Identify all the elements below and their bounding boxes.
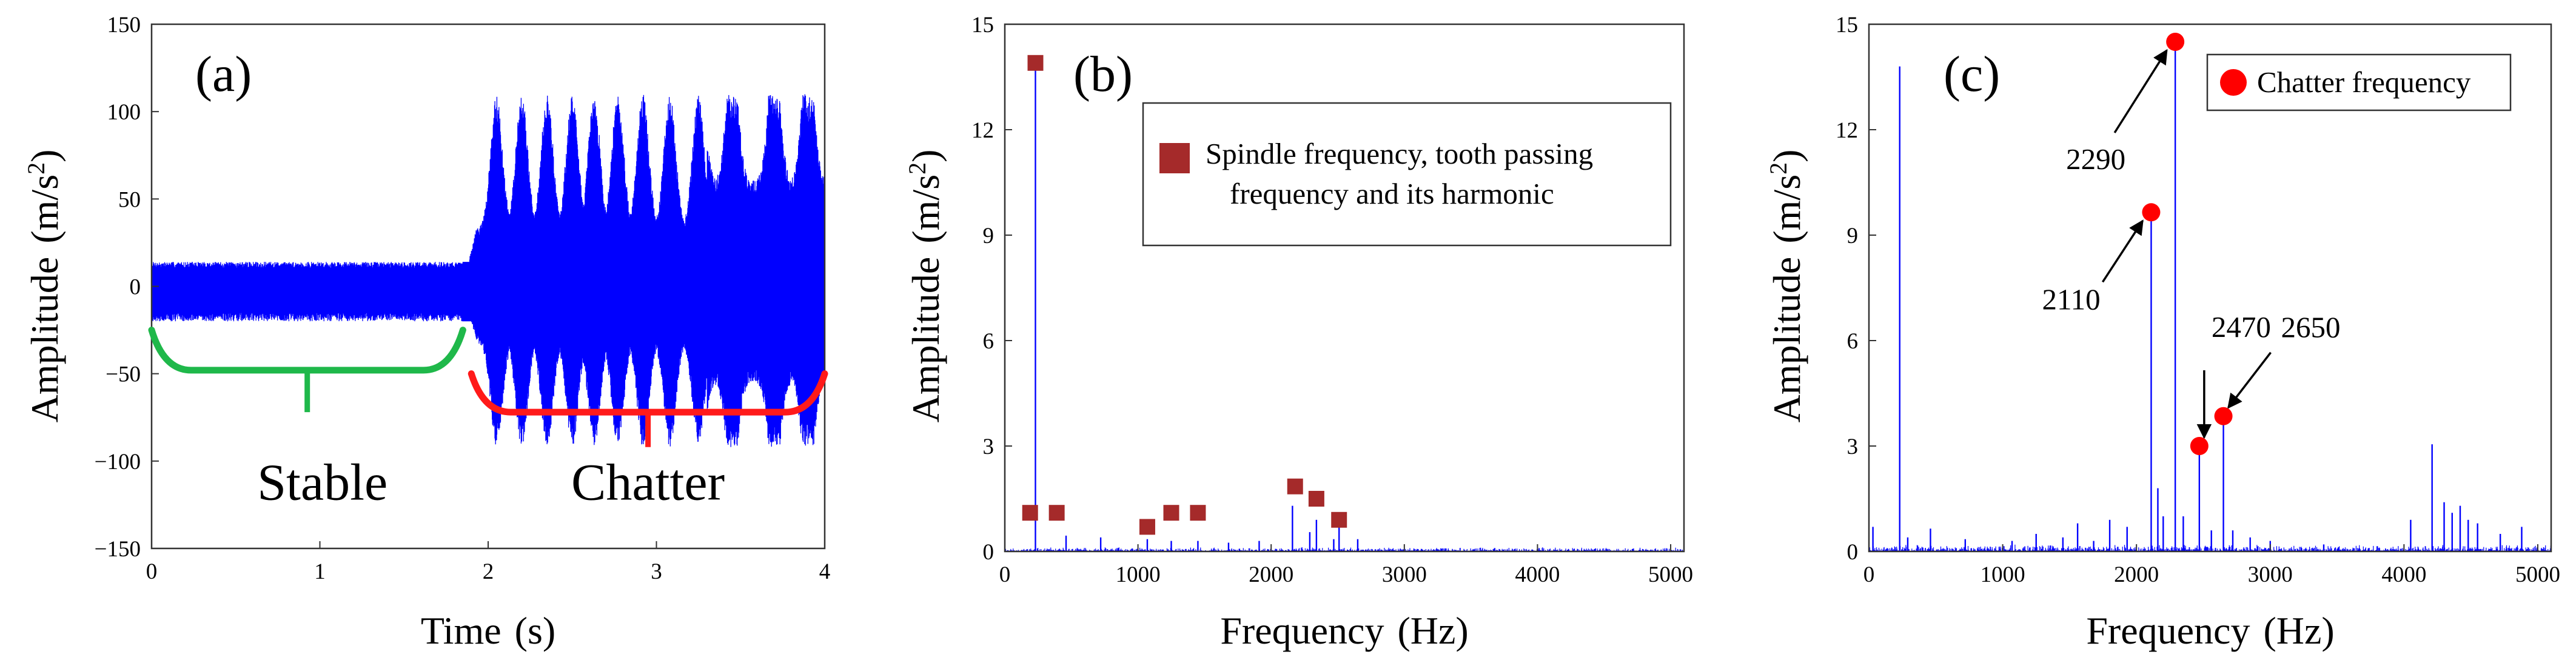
- chart-b: 0 1000 2000 3000 4000 5000 15 12 9 6 3 0 (b) Spindl…: [904, 13, 1693, 652]
- chart-a-ytick-label: −100: [95, 450, 141, 475]
- chart-a-ytick-label: −50: [106, 362, 141, 387]
- chart-c-legend-marker: [2220, 69, 2247, 96]
- chart-b-frame: [1004, 23, 1685, 553]
- chart-a-xlabel: Time (s): [421, 609, 555, 652]
- chart-a-ylabel: Amplitude(m/s2): [22, 150, 66, 423]
- chart-b-legend: Spindle frequency, tooth passing frequen…: [1142, 102, 1672, 247]
- chart-a-ytick-label: −150: [95, 537, 141, 562]
- chart-b-marker: [1027, 55, 1044, 71]
- chart-a-xtick-label: 2: [483, 559, 494, 584]
- chart-a-stable-label: Stable: [257, 453, 387, 511]
- chart-a-xtick-label: 3: [651, 559, 662, 584]
- chart-b-ytick-label: 9: [983, 224, 995, 248]
- chart-b-marker: [1190, 505, 1206, 521]
- chart-b-xtick-label: 5000: [1648, 562, 1693, 587]
- chart-c-xtick-label: 0: [1863, 562, 1875, 587]
- chart-b-legend-box: [1142, 102, 1672, 247]
- chart-c-ytick-label: 9: [1847, 224, 1859, 248]
- chart-a-ticks: 0 1 2 3 4 150 100 50 0 −50 −100 −150: [95, 13, 831, 584]
- chart-c-legend-label: Chatter frequency: [2257, 65, 2471, 99]
- chart-a-panel-label: (a): [195, 46, 252, 102]
- chart-b-xtick-label: 2000: [1249, 562, 1293, 587]
- chart-c-panel-label: (c): [1944, 46, 2000, 102]
- chart-b-ylabel: Amplitude(m/s2): [904, 150, 947, 423]
- chart-a-ytick-label: 150: [107, 13, 141, 38]
- chart-a-xtick-label: 4: [819, 559, 831, 584]
- chart-b-legend-line1: Spindle frequency, tooth passing: [1206, 137, 1593, 170]
- chart-c-ticks: 0 1000 2000 3000 4000 5000 15 12 9 6 3 0: [1836, 13, 2560, 587]
- chart-c-arrow: [2101, 219, 2144, 283]
- chart-b-panel-label: (b): [1073, 46, 1133, 102]
- chart-c-chatter-point: [2142, 203, 2161, 222]
- chart-a-xtick-label: 1: [314, 559, 326, 584]
- chart-b-xtick-label: 4000: [1515, 562, 1560, 587]
- chart-c-ytick-label: 3: [1847, 435, 1859, 459]
- chart-b-marker: [1022, 505, 1038, 521]
- chart-a-regions: Stable Chatter: [148, 327, 828, 511]
- chart-c-xtick-label: 4000: [2381, 562, 2426, 587]
- chart-c-chatter-label: 2470: [2212, 310, 2271, 344]
- chart-b-xlabel: Frequency (Hz): [1220, 609, 1468, 652]
- chart-a-xtick-label: 0: [146, 559, 158, 584]
- chart-b-xtick-label: 3000: [1382, 562, 1427, 587]
- chart-b-ytick-label: 15: [971, 13, 994, 38]
- chart-b-marker: [1308, 491, 1324, 507]
- chart-c-chatter-label: 2110: [2042, 282, 2100, 316]
- chart-c-chatter-label: 2290: [2066, 142, 2125, 176]
- chart-b-ytick-label: 3: [983, 435, 995, 459]
- chart-c-ytick-label: 15: [1836, 13, 1858, 38]
- chart-c-annotations: 2290 2110 2470 2650: [2042, 33, 2341, 455]
- chart-c-chatter-point: [2190, 437, 2209, 455]
- chart-b-marker: [1048, 505, 1065, 521]
- chart-c-ytick-label: 6: [1847, 329, 1859, 354]
- chart-c-ylabel: Amplitude(m/s2): [1765, 150, 1808, 423]
- chart-c-xtick-label: 1000: [1981, 562, 2025, 587]
- chart-b-legend-line2: frequency and its harmonic: [1230, 177, 1554, 210]
- chart-b-ytick-label: 0: [983, 540, 995, 565]
- chart-c-xtick-label: 5000: [2515, 562, 2560, 587]
- chart-c-arrow: [2227, 351, 2272, 409]
- chart-c-arrow: [2113, 48, 2168, 133]
- chart-b-xtick-label: 1000: [1116, 562, 1161, 587]
- chart-a-chatter-label: Chatter: [571, 453, 725, 511]
- chart-c-xlabel: Frequency (Hz): [2086, 609, 2334, 652]
- chart-c-ytick-label: 0: [1847, 540, 1859, 565]
- chart-c-xtick-label: 2000: [2114, 562, 2159, 587]
- chart-b-xtick-label: 0: [999, 562, 1011, 587]
- chart-c-legend: Chatter frequency: [2206, 53, 2512, 112]
- chart-b-marker: [1331, 511, 1347, 528]
- chart-b-ticks: 0 1000 2000 3000 4000 5000 15 12 9 6 3 0: [971, 13, 1693, 587]
- chart-c-chatter-label: 2650: [2281, 311, 2341, 344]
- chart-c-chatter-point: [2214, 407, 2233, 425]
- chart-a-ytick-label: 50: [118, 187, 141, 212]
- chart-c-frame: [1868, 23, 2552, 553]
- chart-b-marker: [1139, 519, 1155, 535]
- chart-c-legend-box: [2206, 53, 2512, 112]
- chart-c-xtick-label: 3000: [2248, 562, 2293, 587]
- chart-a-ytick-label: 0: [130, 275, 141, 300]
- chart-a-ytick-label: 100: [107, 100, 141, 125]
- chart-b-legend-marker: [1159, 143, 1190, 173]
- chart-b-markers: [1022, 55, 1347, 535]
- chart-b-ytick-label: 6: [983, 329, 995, 354]
- chart-b-marker: [1163, 505, 1179, 521]
- chart-b-marker: [1287, 478, 1303, 495]
- chart-c-chatter-point: [2166, 33, 2185, 51]
- chart-b-ytick-label: 12: [971, 118, 994, 143]
- chart-c-ytick-label: 12: [1836, 118, 1858, 143]
- chart-c: 0 1000 2000 3000 4000 5000 15 12 9 6 3 0 2290 2110 24…: [1765, 13, 2560, 652]
